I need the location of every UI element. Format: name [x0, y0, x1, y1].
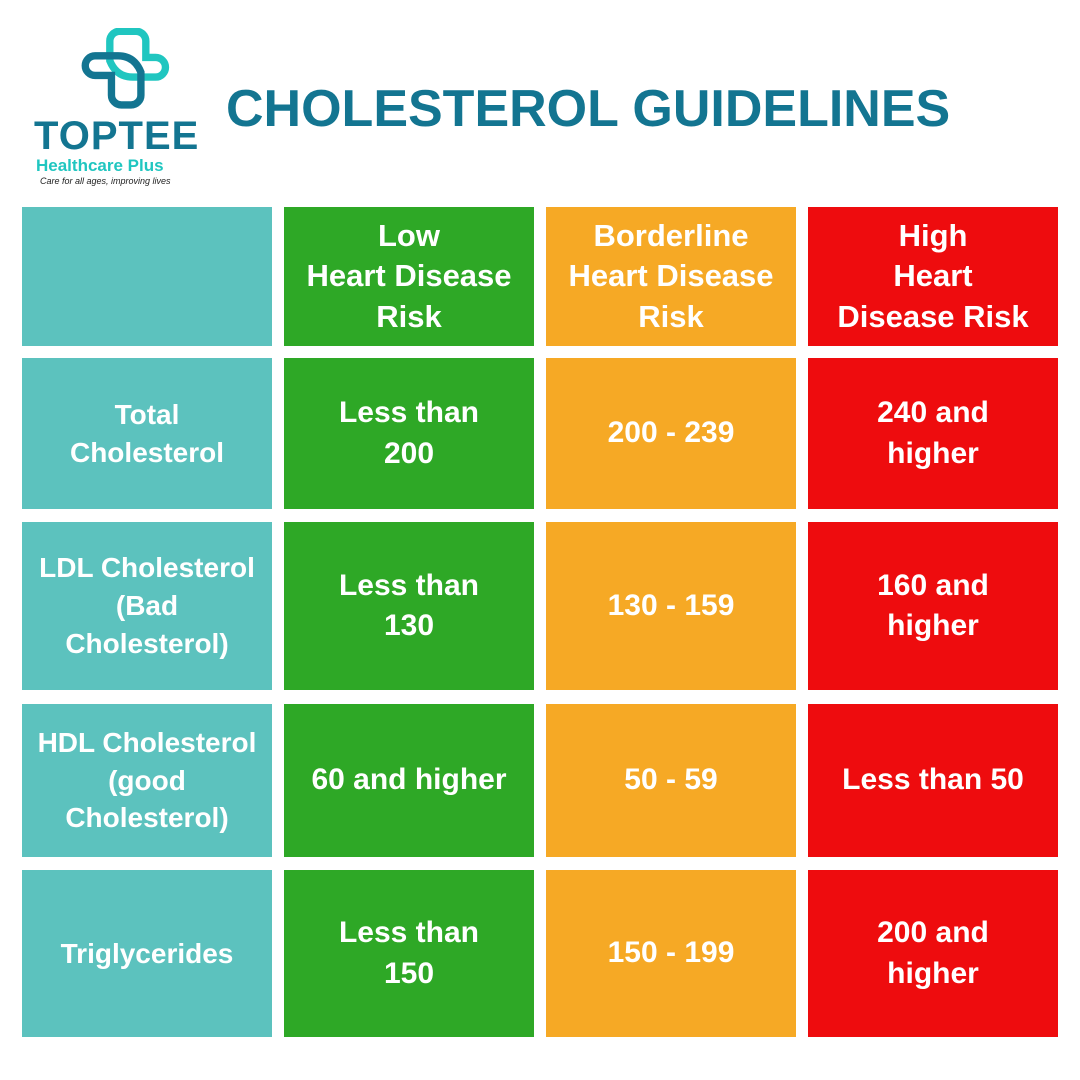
cell-category: Triglycerides — [22, 870, 272, 1037]
cell-text: 50 - 59 — [624, 763, 718, 797]
cell-borderline-risk: 150 - 199 — [546, 870, 796, 1037]
cell-text: 130 - 159 — [607, 588, 735, 622]
logo-subtitle: Healthcare Plus — [36, 156, 164, 175]
logo-brand: TOPTEE — [34, 114, 200, 158]
header-category — [22, 207, 272, 346]
cell-category: Total Cholesterol — [22, 358, 272, 509]
cell-low-risk: Less than 130 — [284, 522, 534, 690]
logo-tagline: Care for all ages, improving lives — [40, 176, 171, 186]
header-high-risk: High Heart Disease Risk — [808, 207, 1058, 346]
cell-text: Total Cholesterol — [69, 398, 225, 468]
cell-high-risk: Less than 50 — [808, 704, 1058, 857]
cell-text: Less than 50 — [842, 763, 1024, 797]
cell-text: Less than 200 — [338, 396, 480, 470]
cell-text: Less than 130 — [338, 568, 480, 643]
cell-text: Less than 150 — [338, 916, 480, 990]
cell-low-risk: Less than 200 — [284, 358, 534, 509]
header-low-risk: Low Heart Disease Risk — [284, 207, 534, 346]
cell-text: HDL Cholesterol (good Cholesterol) — [37, 726, 257, 834]
cell-text: Borderline Heart Disease Risk — [568, 218, 774, 334]
cell-category: HDL Cholesterol (good Cholesterol) — [22, 704, 272, 857]
cell-high-risk: 160 and higher — [808, 522, 1058, 690]
cell-borderline-risk: 50 - 59 — [546, 704, 796, 857]
cell-low-risk: 60 and higher — [284, 704, 534, 857]
cell-low-risk: Less than 150 — [284, 870, 534, 1037]
page-title: CHOLESTEROL GUIDELINES — [226, 80, 951, 138]
cell-text: 60 and higher — [311, 763, 507, 797]
cell-high-risk: 200 and higher — [808, 870, 1058, 1037]
cell-borderline-risk: 200 - 239 — [546, 358, 796, 509]
cell-text: 200 - 239 — [607, 416, 735, 450]
cell-category: LDL Cholesterol (Bad Cholesterol) — [22, 522, 272, 690]
cell-borderline-risk: 130 - 159 — [546, 522, 796, 690]
header-borderline-risk: Borderline Heart Disease Risk — [546, 207, 796, 346]
cell-text: 150 - 199 — [607, 936, 735, 970]
cell-text: Triglycerides — [60, 937, 234, 969]
cell-text: Low Heart Disease Risk — [306, 218, 512, 334]
cell-text: High Heart Disease Risk — [837, 218, 1029, 334]
cell-text: LDL Cholesterol (Bad Cholesterol) — [39, 552, 255, 659]
cell-text: 240 and higher — [877, 396, 989, 470]
logo-cross-icon — [81, 28, 170, 109]
cell-text: 200 and higher — [877, 916, 989, 990]
cell-high-risk: 240 and higher — [808, 358, 1058, 509]
cell-text: 160 and higher — [877, 568, 989, 643]
